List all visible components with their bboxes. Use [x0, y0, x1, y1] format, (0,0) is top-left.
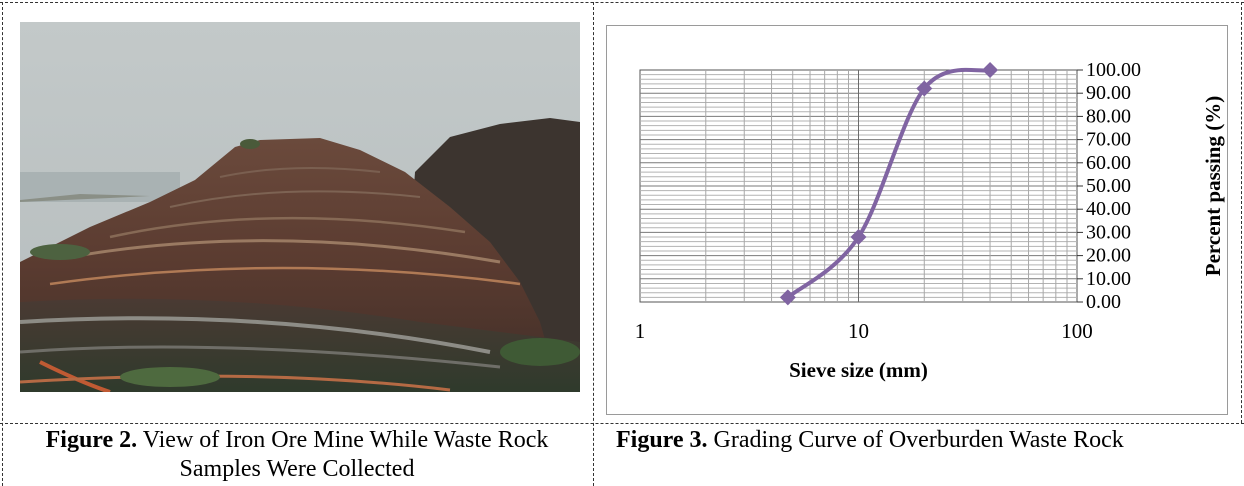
y-tick-label: 100.00	[1086, 59, 1141, 81]
grading-curve-svg: 0.0010.0020.0030.0040.0050.0060.0070.008…	[607, 26, 1227, 414]
y-tick-label: 70.00	[1086, 129, 1131, 151]
table-border-top	[0, 2, 1244, 3]
y-tick-label: 0.00	[1086, 291, 1121, 313]
y-tick-label: 30.00	[1086, 221, 1131, 243]
x-tick-label: 10	[848, 319, 869, 343]
figure-3-caption: Figure 3. Grading Curve of Overburden Wa…	[616, 426, 1236, 455]
x-tick-label: 100	[1061, 319, 1093, 343]
y-tick-label: 20.00	[1086, 245, 1131, 267]
y-tick-label: 60.00	[1086, 152, 1131, 174]
table-border-right	[1241, 2, 1242, 423]
table-border-left	[2, 2, 3, 486]
mine-photo-illustration	[20, 22, 580, 392]
figure-2-caption-text: View of Iron Ore Mine While Waste Rock S…	[137, 427, 548, 482]
y-tick-label: 10.00	[1086, 268, 1131, 290]
grading-curve-chart: 0.00 10.00 20.00 30.00 40.00 50.00 60.00 70.00 8…	[606, 25, 1228, 415]
y-tick-label: 90.00	[1086, 82, 1131, 104]
y-axis-title: Percent passing (%)	[1201, 96, 1225, 276]
y-tick-label: 50.00	[1086, 175, 1131, 197]
y-tick-label: 40.00	[1086, 198, 1131, 220]
figure-2-caption-label: Figure 2.	[46, 427, 138, 453]
y-tick-label: 80.00	[1086, 105, 1131, 127]
figure-3-caption-text: Grading Curve of Overburden Waste Rock	[708, 427, 1124, 453]
x-axis-title: Sieve size (mm)	[789, 358, 928, 382]
mine-photo	[20, 22, 580, 392]
figure-3-caption-label: Figure 3.	[616, 427, 708, 453]
x-tick-label: 1	[635, 319, 646, 343]
figure-2-caption: Figure 2. View of Iron Ore Mine While Wa…	[2, 426, 592, 484]
table-border-middle	[0, 423, 1244, 424]
table-border-center	[593, 2, 594, 486]
